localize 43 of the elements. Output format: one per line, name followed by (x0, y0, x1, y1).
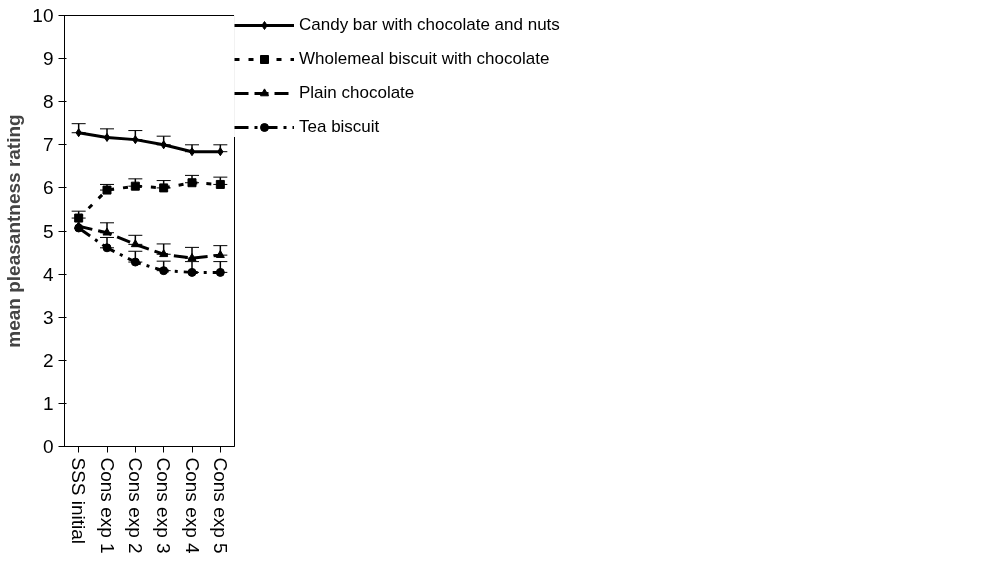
y-tick-label: 5 (42, 220, 54, 242)
y-tick-label: 4 (42, 263, 54, 285)
legend-label: Plain chocolate (299, 83, 415, 103)
point (187, 267, 197, 277)
point (102, 185, 112, 195)
point (159, 249, 169, 258)
legend-label: Wholemeal biscuit with chocolate (299, 49, 550, 69)
point (160, 140, 167, 150)
x-tick-label: Cons exp 2 (124, 457, 146, 554)
point (215, 250, 225, 258)
point (132, 135, 139, 145)
y-tick-label: 3 (42, 306, 54, 328)
legend-label: Candy bar with chocolate and nuts (299, 15, 560, 35)
y-tick-label: 6 (42, 177, 54, 199)
y-tick-label: 8 (42, 91, 54, 113)
y-tick-label: 10 (32, 5, 54, 26)
point (130, 257, 140, 267)
x-tick-label: Cons exp 4 (181, 457, 203, 555)
point (217, 147, 224, 157)
point (187, 178, 197, 188)
y-axis-title: mean pleasantness rating (3, 114, 25, 348)
x-tick-label: Cons exp 1 (96, 457, 118, 554)
point (159, 183, 169, 193)
y-tick-label: 2 (42, 349, 54, 371)
legend-label: Tea biscuit (299, 117, 380, 137)
y-tick-label: 7 (42, 134, 54, 156)
point (102, 227, 112, 236)
x-tick-label: Cons exp 5 (209, 457, 231, 554)
x-tick-label: SSS initial (68, 457, 90, 545)
y-tick-label: 1 (42, 392, 54, 414)
point (187, 253, 197, 261)
point (102, 243, 112, 253)
point (130, 181, 140, 191)
point (215, 267, 225, 277)
point (188, 147, 196, 157)
x-tick-label: Cons exp 3 (153, 457, 175, 554)
point (159, 266, 169, 276)
y-tick-label: 9 (42, 48, 54, 70)
y-tick-label: 0 (42, 436, 54, 457)
point (74, 213, 84, 223)
point (103, 132, 111, 142)
point (130, 239, 140, 248)
point (75, 128, 82, 138)
